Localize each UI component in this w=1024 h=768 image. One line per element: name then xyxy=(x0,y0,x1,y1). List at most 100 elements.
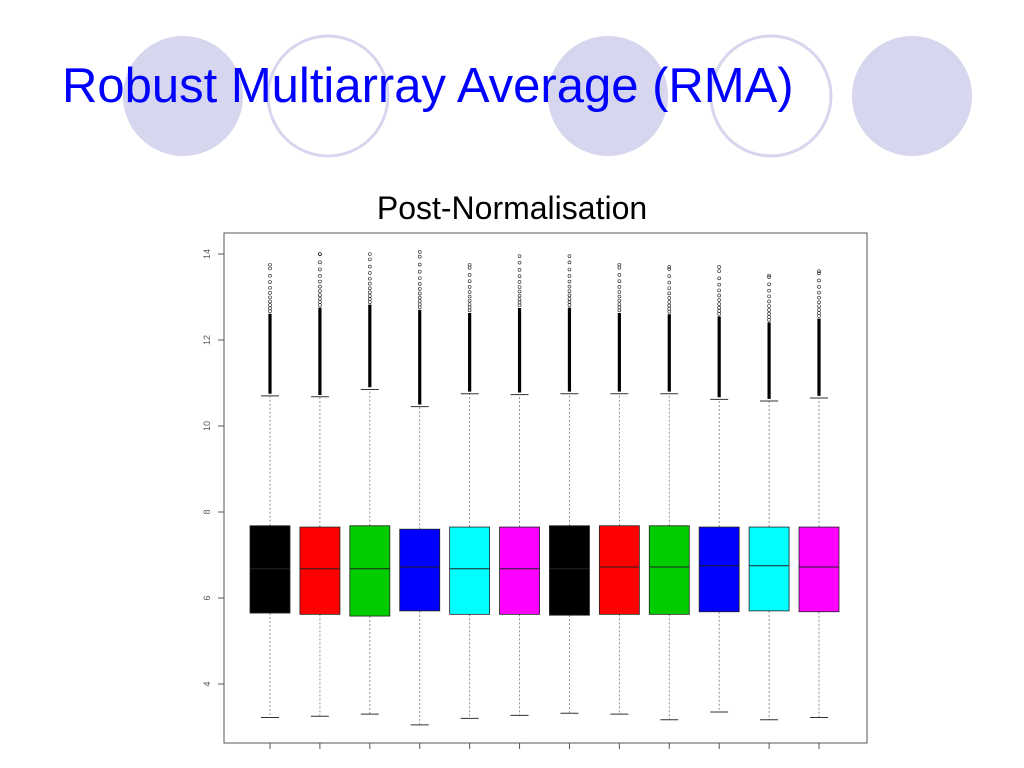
y-tick-label: 6 xyxy=(202,595,212,600)
outlier-point xyxy=(667,274,672,278)
outlier-point xyxy=(617,298,622,303)
outlier-point xyxy=(417,295,422,300)
outlier-point xyxy=(417,282,422,286)
outlier-point xyxy=(767,282,771,287)
outlier-point xyxy=(717,298,721,302)
outlier-point xyxy=(517,260,522,265)
outlier-point xyxy=(667,303,672,308)
outlier-point xyxy=(268,285,272,290)
outlier-point xyxy=(318,274,322,278)
outlier-point xyxy=(817,308,821,312)
outlier-point xyxy=(567,284,572,289)
outlier-point xyxy=(318,300,322,304)
outlier-point xyxy=(517,254,522,258)
outlier-point xyxy=(368,281,372,286)
outlier-point xyxy=(417,305,422,310)
outlier-point xyxy=(467,265,472,270)
outlier-point xyxy=(617,285,622,289)
box-12 xyxy=(798,526,840,613)
outlier-point xyxy=(417,291,422,296)
outlier-point xyxy=(318,260,322,265)
outlier-point xyxy=(667,280,672,285)
outlier-point xyxy=(417,269,422,274)
outlier-point xyxy=(817,295,821,300)
outlier-point xyxy=(717,309,721,313)
outlier-point xyxy=(767,304,771,308)
outlier-point xyxy=(567,303,572,307)
outlier-point xyxy=(368,286,372,291)
outlier-point xyxy=(467,273,472,277)
outlier-point xyxy=(567,300,572,304)
chart-title: Post-Normalisation xyxy=(376,190,648,226)
outlier-point xyxy=(617,305,622,310)
y-tick-label: 8 xyxy=(202,509,212,514)
outlier-point xyxy=(717,282,721,287)
outlier-point xyxy=(417,254,422,259)
outlier-point xyxy=(318,303,322,307)
y-tick-label: 14 xyxy=(202,249,212,259)
outlier-point xyxy=(617,308,622,313)
outlier-point xyxy=(567,260,572,265)
outlier-point xyxy=(467,279,472,284)
outlier-point xyxy=(667,296,672,300)
outlier-point xyxy=(368,276,372,281)
outlier-point xyxy=(717,305,721,310)
outlier-point xyxy=(417,262,422,267)
box-3 xyxy=(349,525,391,617)
outlier-point xyxy=(567,293,572,298)
outlier-point xyxy=(817,269,821,274)
outlier-point xyxy=(318,293,322,298)
slide-title: Robust Multiarray Average (RMA) xyxy=(62,59,794,113)
outlier-point xyxy=(767,273,771,278)
box-6 xyxy=(499,526,540,615)
outlier-point xyxy=(517,274,522,279)
outlier-point xyxy=(517,289,522,294)
outlier-point xyxy=(368,264,372,269)
outlier-point xyxy=(817,304,821,309)
outlier-point xyxy=(517,293,522,298)
outlier-point xyxy=(617,294,622,299)
outlier-point xyxy=(467,302,472,307)
outlier-point xyxy=(617,262,622,267)
outlier-point xyxy=(417,276,422,280)
outlier-point xyxy=(467,285,472,289)
outlier-point xyxy=(517,303,522,308)
outlier-point xyxy=(368,252,372,256)
outlier-point xyxy=(817,271,821,276)
outlier-point xyxy=(767,308,771,312)
outlier-point xyxy=(767,318,771,322)
outlier-point xyxy=(268,266,272,271)
outlier-point xyxy=(667,267,672,271)
outlier-point xyxy=(268,273,272,278)
outlier-point xyxy=(817,300,821,304)
outlier-point xyxy=(517,280,522,284)
y-tick-label: 4 xyxy=(202,681,212,686)
outlier-point xyxy=(817,285,821,289)
deco-circle-2 xyxy=(266,34,390,158)
outlier-point xyxy=(767,299,771,304)
outlier-point xyxy=(517,297,522,302)
outlier-point xyxy=(417,287,422,291)
box-4 xyxy=(399,528,441,612)
outlier-point xyxy=(467,262,472,267)
outlier-point xyxy=(467,294,472,299)
box-10 xyxy=(698,526,740,613)
deco-circle-5 xyxy=(852,36,972,156)
outlier-point xyxy=(567,279,572,284)
plot-frame xyxy=(223,232,868,744)
outlier-point xyxy=(268,295,272,300)
outlier-point xyxy=(318,279,322,284)
outlier-point xyxy=(767,311,771,316)
outlier-point xyxy=(817,314,821,318)
outlier-point xyxy=(417,302,422,307)
outlier-point xyxy=(817,311,821,315)
outlier-point xyxy=(767,315,771,319)
outlier-point xyxy=(318,284,322,289)
outlier-point xyxy=(817,278,821,283)
outlier-point xyxy=(268,291,272,295)
outlier-point xyxy=(567,254,572,258)
outlier-point xyxy=(318,297,322,301)
outlier-point xyxy=(268,280,272,284)
outlier-point xyxy=(368,271,372,275)
